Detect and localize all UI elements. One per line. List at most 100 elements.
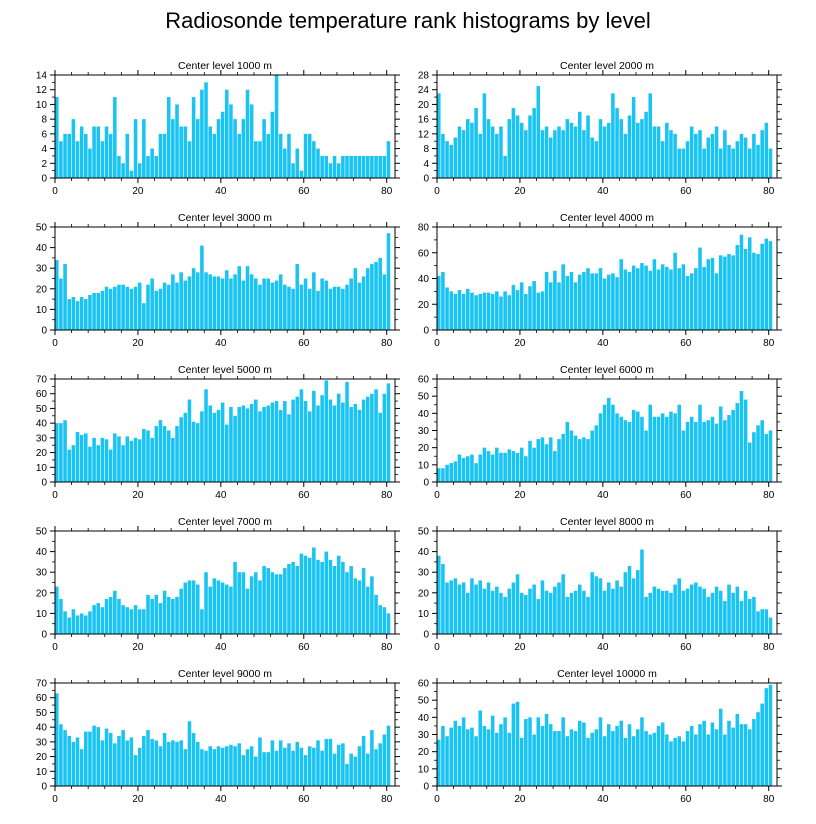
histogram-bar	[607, 122, 611, 178]
x-tick-label: 0	[434, 794, 440, 805]
histogram-bar	[84, 433, 88, 482]
x-tick-label: 80	[381, 490, 393, 501]
histogram-bar	[511, 703, 516, 786]
histogram-bar	[307, 288, 312, 330]
histogram-bar	[561, 130, 565, 178]
histogram-bar	[627, 566, 632, 634]
histogram-bar	[743, 248, 748, 330]
histogram-bar	[353, 578, 358, 634]
histogram-bar	[615, 725, 619, 786]
histogram-bar	[241, 755, 246, 786]
histogram-bar	[466, 456, 470, 482]
y-tick-label: 50	[418, 392, 430, 403]
y-tick-label: 70	[36, 375, 48, 386]
histogram-bar	[146, 155, 150, 178]
y-tick-label: 60	[418, 375, 430, 386]
x-tick-label: 0	[434, 338, 440, 349]
histogram-bar	[573, 435, 578, 482]
histogram-bar	[179, 417, 183, 482]
histogram-bar	[158, 603, 163, 634]
histogram-bar	[739, 391, 744, 482]
histogram-bar	[515, 452, 520, 482]
histogram-bar	[137, 282, 142, 330]
histogram-bar	[441, 468, 445, 482]
histogram-bar	[117, 436, 121, 482]
histogram-bar	[449, 580, 453, 634]
histogram-bar	[204, 82, 208, 178]
histogram-bar	[656, 725, 661, 786]
x-tick-label: 20	[514, 338, 526, 349]
histogram-bar	[648, 93, 653, 178]
histogram-bar	[357, 580, 362, 634]
histogram-bar	[229, 586, 233, 634]
histogram-bar	[125, 740, 130, 786]
histogram-bar	[544, 444, 549, 482]
histogram-bar	[150, 738, 154, 786]
x-tick-label: 60	[680, 186, 692, 197]
histogram-bar	[478, 133, 483, 178]
histogram-bar	[652, 259, 657, 330]
x-tick-label: 0	[434, 490, 440, 501]
histogram-bar	[146, 284, 150, 330]
histogram-bar	[220, 111, 225, 178]
histogram-bar	[183, 126, 188, 178]
y-tick-label: 10	[36, 100, 48, 111]
histogram-bar	[747, 237, 752, 330]
histogram-bar	[652, 416, 657, 482]
histogram-bar	[175, 596, 179, 634]
histogram-bar	[133, 437, 138, 482]
histogram-bar	[129, 609, 134, 634]
y-tick-label: 0	[41, 782, 47, 793]
histogram-bar	[75, 431, 80, 482]
histogram-bar	[303, 555, 308, 634]
histogram-bar	[490, 293, 495, 330]
histogram-bar	[121, 730, 125, 786]
histogram-bar	[681, 264, 686, 330]
histogram-bar	[299, 170, 304, 178]
y-tick-label: 20	[418, 747, 430, 758]
histogram-bar	[303, 755, 308, 786]
histogram-bar	[179, 126, 183, 178]
histogram-bar	[660, 590, 665, 634]
y-tick-label: 40	[36, 243, 48, 254]
histogram-bar	[150, 598, 154, 634]
histogram-bar	[225, 270, 229, 330]
histogram-bar	[631, 736, 636, 786]
histogram-bar	[357, 282, 362, 330]
histogram-bar	[71, 119, 76, 178]
histogram-bar	[374, 155, 378, 178]
histogram-bar	[345, 763, 349, 786]
x-tick-label: 40	[215, 338, 227, 349]
histogram-bar	[187, 141, 192, 178]
histogram-bar	[92, 292, 96, 330]
histogram-bar	[204, 750, 208, 786]
histogram-bar	[183, 412, 188, 482]
histogram-bar	[499, 296, 503, 330]
histogram-bar	[278, 574, 283, 634]
histogram-bar	[291, 163, 295, 178]
histogram-bar	[528, 717, 532, 786]
histogram-bar	[747, 442, 752, 482]
histogram-bar	[615, 580, 619, 634]
histogram-bar	[698, 404, 702, 482]
histogram-bar	[461, 293, 466, 330]
histogram-bar	[602, 590, 607, 634]
histogram-bar	[623, 269, 628, 330]
histogram-bar	[295, 566, 300, 634]
histogram-bar	[312, 272, 316, 330]
histogram-bar	[739, 724, 744, 786]
histogram-bar	[254, 399, 258, 482]
histogram-bar	[461, 457, 466, 482]
x-tick-label: 20	[514, 490, 526, 501]
histogram-bar	[727, 584, 731, 634]
histogram-bar	[104, 598, 109, 634]
histogram-bar	[665, 590, 669, 634]
histogram-bar	[648, 270, 653, 330]
histogram-bar	[694, 734, 698, 786]
histogram-bar	[764, 238, 769, 330]
histogram-bar	[113, 743, 117, 786]
histogram-bar	[303, 401, 308, 482]
histogram-bar	[328, 399, 333, 482]
x-tick-label: 20	[132, 794, 144, 805]
